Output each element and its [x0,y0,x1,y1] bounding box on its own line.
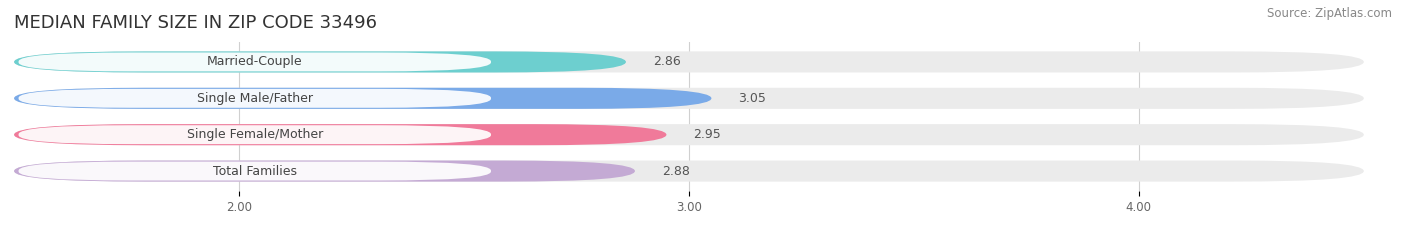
Text: Single Female/Mother: Single Female/Mother [187,128,323,141]
FancyBboxPatch shape [14,124,666,145]
Text: Total Families: Total Families [212,164,297,178]
FancyBboxPatch shape [14,51,626,72]
FancyBboxPatch shape [18,52,491,71]
FancyBboxPatch shape [18,89,491,108]
FancyBboxPatch shape [14,161,1364,182]
Text: Single Male/Father: Single Male/Father [197,92,312,105]
FancyBboxPatch shape [14,88,1364,109]
Text: 2.95: 2.95 [693,128,721,141]
Text: MEDIAN FAMILY SIZE IN ZIP CODE 33496: MEDIAN FAMILY SIZE IN ZIP CODE 33496 [14,14,377,32]
FancyBboxPatch shape [14,124,1364,145]
FancyBboxPatch shape [14,161,636,182]
FancyBboxPatch shape [18,162,491,181]
Text: 2.88: 2.88 [662,164,690,178]
Text: Married-Couple: Married-Couple [207,55,302,69]
FancyBboxPatch shape [14,51,1364,72]
Text: 3.05: 3.05 [738,92,766,105]
FancyBboxPatch shape [14,88,711,109]
Text: Source: ZipAtlas.com: Source: ZipAtlas.com [1267,7,1392,20]
Text: 2.86: 2.86 [652,55,681,69]
FancyBboxPatch shape [18,125,491,144]
